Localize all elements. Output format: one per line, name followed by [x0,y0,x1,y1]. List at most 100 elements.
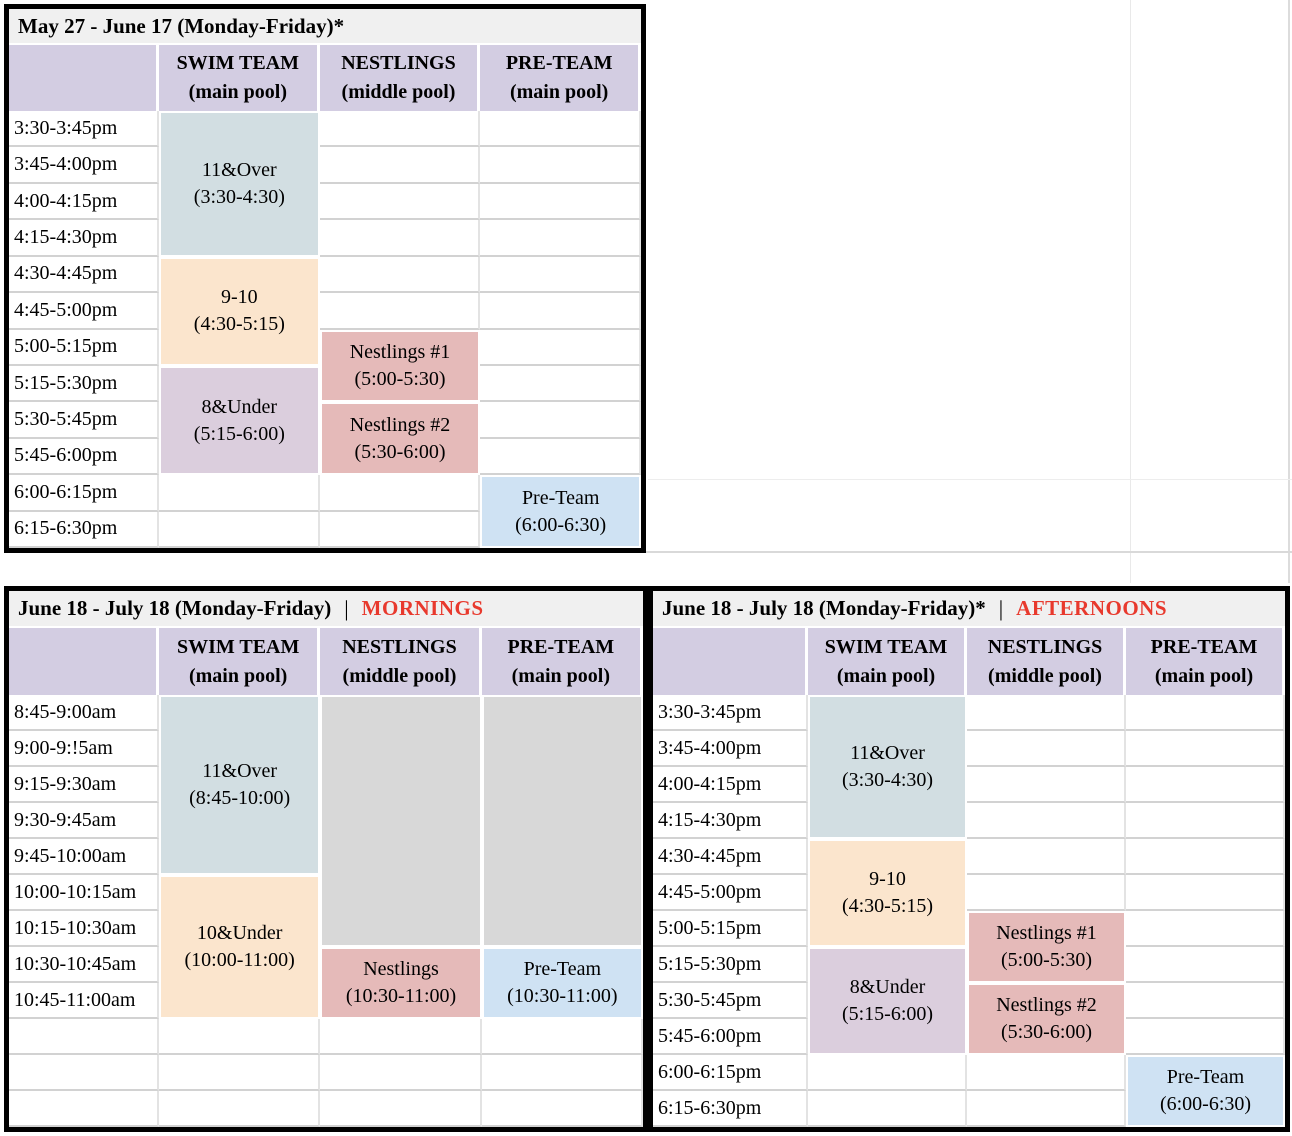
time-slot-cell[interactable]: 9:45-10:00am [9,839,159,875]
grid-cell[interactable] [1126,695,1285,731]
session-block-nestlings-2[interactable]: Nestlings #2 (5:30-6:00) [967,983,1126,1055]
grid-cell[interactable] [808,1091,967,1127]
grid-cell[interactable] [1126,731,1285,767]
grid-cell[interactable] [1126,839,1285,875]
session-block-nestlings-1[interactable]: Nestlings #1 (5:00-5:30) [967,911,1126,983]
grid-cell[interactable] [480,147,641,184]
session-block-11-over[interactable]: 11&Over (8:45-10:00) [159,695,321,875]
grid-cell[interactable] [967,767,1126,803]
grid-cell[interactable] [319,511,481,548]
time-slot-cell[interactable]: 5:45-6:00pm [653,1019,808,1055]
grid-cell[interactable] [319,183,481,221]
time-slot-cell[interactable]: 5:15-5:30pm [653,947,808,983]
time-slot-cell[interactable]: 3:30-3:45pm [653,695,808,731]
session-block-9-10[interactable]: 9-10 (4:30-5:15) [159,256,320,366]
time-slot-cell[interactable]: 6:00-6:15pm [653,1055,808,1091]
session-block-9-10[interactable]: 9-10 (4:30-5:15) [808,839,967,947]
grid-cell[interactable] [480,183,641,221]
grid-cell[interactable] [480,220,641,257]
time-slot-cell[interactable]: 6:15-6:30pm [653,1091,808,1127]
time-slot-cell[interactable]: 5:00-5:15pm [9,329,159,366]
time-slot-cell[interactable]: 5:30-5:45pm [9,402,159,439]
time-slot-cell[interactable]: 4:45-5:00pm [653,875,808,911]
time-slot-cell[interactable]: 9:15-9:30am [9,767,159,803]
grid-cell[interactable] [481,1055,643,1091]
time-slot-cell[interactable]: 5:00-5:15pm [653,911,808,947]
blocked-out-region[interactable] [481,695,643,947]
grid-cell[interactable] [319,220,481,257]
session-block-pre-team[interactable]: Pre-Team (6:00-6:30) [1126,1055,1285,1127]
time-slot-cell[interactable]: 5:15-5:30pm [9,365,159,403]
grid-cell[interactable] [1126,875,1285,911]
time-slot-cell[interactable]: 9:00-9:!5am [9,731,159,767]
time-slot-cell[interactable] [9,1019,159,1055]
grid-cell[interactable] [967,1091,1126,1127]
time-slot-cell[interactable]: 6:15-6:30pm [9,511,159,548]
grid-cell[interactable] [1126,803,1285,839]
time-slot-cell[interactable]: 10:30-10:45am [9,947,159,983]
time-slot-cell[interactable]: 10:45-11:00am [9,983,159,1019]
session-block-pre-team[interactable]: Pre-Team (10:30-11:00) [481,947,643,1019]
session-block-pre-team[interactable]: Pre-Team (6:00-6:30) [480,475,641,548]
grid-cell[interactable] [480,329,641,366]
grid-cell[interactable] [1126,1019,1285,1055]
grid-cell[interactable] [481,1019,643,1055]
grid-cell[interactable] [159,511,320,548]
time-slot-cell[interactable]: 4:00-4:15pm [653,767,808,803]
grid-cell[interactable] [967,839,1126,875]
grid-cell[interactable] [480,402,641,439]
grid-cell[interactable] [967,731,1126,767]
grid-cell[interactable] [1126,911,1285,947]
time-slot-cell[interactable] [9,1055,159,1091]
grid-cell[interactable] [967,1055,1126,1091]
session-block-nestlings-2[interactable]: Nestlings #2 (5:30-6:00) [319,402,481,476]
time-slot-cell[interactable]: 4:15-4:30pm [653,803,808,839]
grid-cell[interactable] [319,256,481,294]
session-block-11-over[interactable]: 11&Over (3:30-4:30) [159,111,320,257]
session-block-11-over[interactable]: 11&Over (3:30-4:30) [808,695,967,839]
time-slot-cell[interactable]: 3:45-4:00pm [653,731,808,767]
time-slot-cell[interactable]: 4:45-5:00pm [9,293,159,330]
time-slot-cell[interactable]: 4:00-4:15pm [9,183,159,221]
grid-cell[interactable] [967,875,1126,911]
grid-cell[interactable] [480,111,641,148]
time-slot-cell[interactable]: 3:45-4:00pm [9,147,159,184]
time-slot-cell[interactable]: 4:15-4:30pm [9,220,159,257]
grid-cell[interactable] [159,1019,321,1055]
grid-cell[interactable] [320,1055,482,1091]
time-slot-cell[interactable]: 3:30-3:45pm [9,111,159,148]
grid-cell[interactable] [319,147,481,184]
grid-cell[interactable] [319,475,481,512]
grid-cell[interactable] [967,695,1126,731]
session-block-8-under[interactable]: 8&Under (5:15-6:00) [808,947,967,1055]
grid-cell[interactable] [319,293,481,330]
time-slot-cell[interactable]: 4:30-4:45pm [653,839,808,875]
time-slot-cell[interactable]: 5:30-5:45pm [653,983,808,1019]
grid-cell[interactable] [480,293,641,330]
grid-cell[interactable] [1126,767,1285,803]
grid-cell[interactable] [319,111,481,148]
time-slot-cell[interactable]: 8:45-9:00am [9,695,159,731]
grid-cell[interactable] [159,1055,321,1091]
session-block-nestlings-1[interactable]: Nestlings #1 (5:00-5:30) [319,329,481,403]
grid-cell[interactable] [967,803,1126,839]
grid-cell[interactable] [320,1019,482,1055]
time-slot-cell[interactable]: 6:00-6:15pm [9,475,159,512]
time-slot-cell[interactable]: 10:15-10:30am [9,911,159,947]
grid-cell[interactable] [320,1091,482,1127]
grid-cell[interactable] [480,365,641,403]
grid-cell[interactable] [480,256,641,294]
grid-cell[interactable] [159,1091,321,1127]
session-block-8-under[interactable]: 8&Under (5:15-6:00) [159,365,320,476]
session-block-nestlings[interactable]: Nestlings (10:30-11:00) [320,947,482,1019]
time-slot-cell[interactable]: 9:30-9:45am [9,803,159,839]
grid-cell[interactable] [159,475,320,512]
grid-cell[interactable] [480,438,641,476]
grid-cell[interactable] [1126,947,1285,983]
blocked-out-region[interactable] [320,695,482,947]
grid-cell[interactable] [1126,983,1285,1019]
time-slot-cell[interactable] [9,1091,159,1127]
time-slot-cell[interactable]: 5:45-6:00pm [9,438,159,476]
time-slot-cell[interactable]: 10:00-10:15am [9,875,159,911]
grid-cell[interactable] [808,1055,967,1091]
